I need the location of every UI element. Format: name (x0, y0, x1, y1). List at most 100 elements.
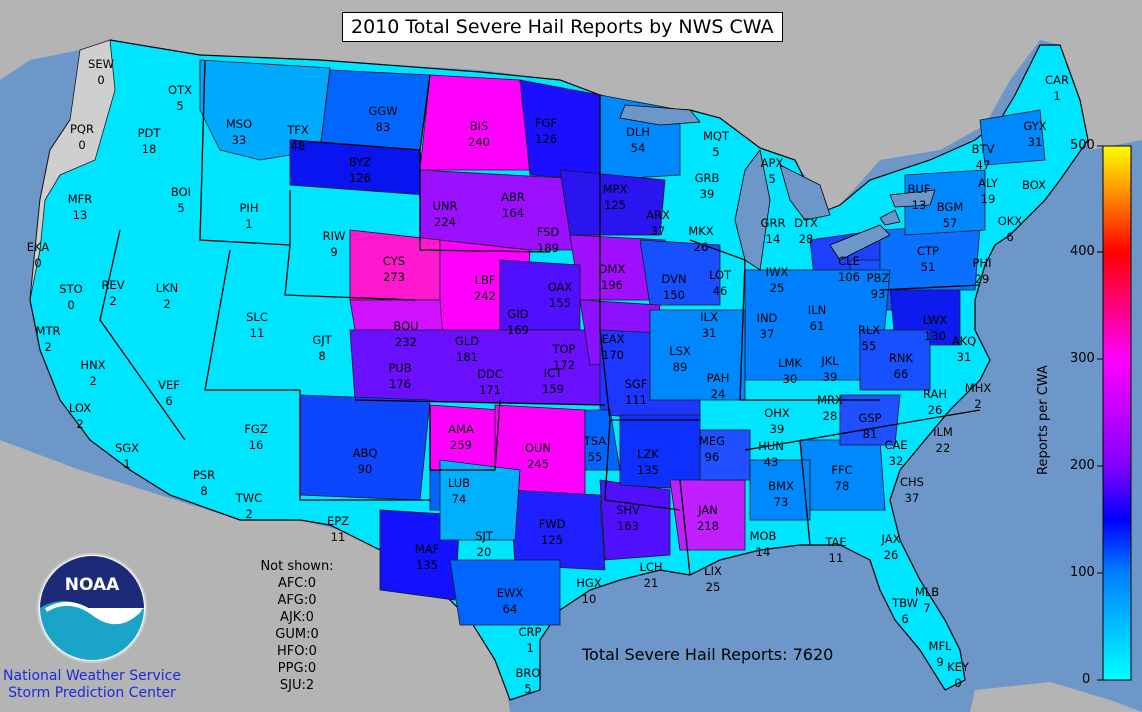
colorbar-tick: 300 (1070, 351, 1095, 366)
not-shown-item: AFC:0 (277, 576, 317, 591)
cwa-code-mpx: MPX (603, 182, 628, 196)
cwa-code-lzk: LZK (637, 447, 659, 461)
cwa-code-okx: OKX (998, 214, 1023, 228)
cwa-code-pih: PIH (240, 201, 259, 215)
nws-name: National Weather Service (3, 668, 181, 684)
cwa-code-lbf: LBF (475, 273, 496, 287)
cwa-code-cle: CLE (838, 254, 860, 268)
not-shown-list: Not shown: AFC:0 AFG:0 AJK:0 GUM:0 HFO:0… (256, 558, 338, 694)
cwa-value-ohx: 39 (770, 422, 785, 436)
cwa-value-hnx: 2 (89, 374, 96, 388)
cwa-value-okx: 6 (1006, 230, 1013, 244)
cwa-value-iwx: 25 (770, 281, 785, 295)
cwa-value-jan: 218 (697, 519, 719, 533)
cwa-value-pih: 1 (245, 217, 252, 231)
cwa-value-rnk: 66 (894, 367, 909, 381)
cwa-code-psr: PSR (193, 468, 215, 482)
cwa-code-bis: BIS (470, 119, 489, 133)
cwa-code-cae: CAE (884, 438, 907, 452)
cwa-value-mlb: 7 (923, 601, 930, 615)
cwa-code-ffc: FFC (831, 463, 852, 477)
canada-land (0, 0, 1142, 215)
cwa-code-dtx: DTX (794, 216, 818, 230)
cwa-value-iln: 61 (810, 319, 825, 333)
cwa-code-tbw: TBW (891, 596, 918, 610)
cwa-value-mqt: 5 (712, 145, 719, 159)
cwa-code-shv: SHV (616, 503, 640, 517)
noaa-logo-text: NOAA (65, 575, 120, 595)
map-title: 2010 Total Severe Hail Reports by NWS CW… (342, 12, 783, 42)
cwa-code-car: CAR (1045, 73, 1069, 87)
cwa-code-rah: RAH (923, 387, 947, 401)
not-shown-heading: Not shown: (260, 559, 334, 574)
cwa-value-hgx: 10 (582, 592, 597, 606)
cwa-code-btv: BTV (972, 142, 995, 156)
cwa-code-hgx: HGX (576, 576, 602, 590)
cwa-value-ctp: 51 (921, 260, 936, 274)
cwa-code-abq: ABQ (353, 446, 378, 460)
cwa-code-pah: PAH (707, 371, 730, 385)
cwa-value-mhx: 2 (974, 397, 981, 411)
cwa-value-grr: 14 (766, 232, 781, 246)
cwa-code-hnx: HNX (80, 358, 105, 372)
cwa-value-sto: 0 (67, 298, 74, 312)
not-shown-item: PPG:0 (277, 661, 317, 676)
cwa-code-ddc: DDC (477, 367, 503, 381)
cwa-code-mqt: MQT (703, 129, 730, 143)
colorbar-label: Reports per CWA (1036, 365, 1051, 475)
cwa-code-tfx: TFX (286, 123, 309, 137)
cwa-value-lmk: 30 (783, 372, 798, 386)
no-report-west-coast (29, 39, 116, 301)
cwa-value-mfl: 9 (936, 655, 943, 669)
cwa-value-lbf: 242 (474, 289, 496, 303)
cwa-value-cys: 273 (383, 270, 405, 284)
cwa-value-jkl: 39 (823, 370, 838, 384)
cwa-value-slc: 11 (250, 326, 265, 340)
cwa-code-gsp: GSP (858, 411, 881, 425)
cwa-code-boi: BOI (171, 185, 191, 199)
cwa-value-arx: 37 (651, 224, 666, 238)
cwa-value-mob: 14 (756, 545, 771, 559)
cwa-value-mkx: 26 (694, 240, 709, 254)
not-shown-item: AFG:0 (277, 593, 317, 608)
cwa-code-mrx: MRX (817, 393, 843, 407)
cwa-code-ama: AMA (448, 422, 474, 436)
cwa-code-sjt: SJT (475, 529, 494, 543)
cwa-value-gsp: 81 (863, 427, 878, 441)
total-reports: Total Severe Hail Reports: 7620 (582, 645, 834, 664)
cwa-value-lzk: 135 (637, 463, 659, 477)
cwa-code-mfr: MFR (68, 192, 93, 206)
cwa-value-lch: 21 (644, 576, 659, 590)
cwa-code-lch: LCH (639, 560, 662, 574)
cwa-code-jan: JAN (697, 503, 718, 517)
cwa-value-unr: 224 (434, 215, 456, 229)
cwa-value-btv: 47 (976, 158, 991, 172)
cwa-code-ctp: CTP (917, 244, 939, 258)
cwa-code-bou: BOU (393, 319, 418, 333)
cwa-value-sew: 0 (97, 73, 104, 87)
cwa-value-rev: 2 (109, 294, 116, 308)
cwa-value-phi: 29 (975, 272, 990, 286)
cwa-code-rnk: RNK (889, 351, 914, 365)
cwa-code-jkl: JKL (820, 354, 839, 368)
cwa-value-pdt: 18 (142, 142, 157, 156)
cwa-value-psr: 8 (200, 484, 207, 498)
not-shown-item: SJU:2 (279, 678, 315, 693)
cwa-code-dvn: DVN (661, 272, 686, 286)
cwa-value-lkn: 2 (163, 297, 170, 311)
cwa-code-oun: OUN (525, 441, 551, 455)
cwa-value-ddc: 171 (479, 383, 501, 397)
cwa-code-lot: LOT (709, 268, 732, 282)
cwa-code-aly: ALY (978, 176, 999, 190)
cwa-code-lkn: LKN (156, 281, 179, 295)
cwa-code-gjt: GJT (312, 333, 332, 347)
cwa-value-pah: 24 (711, 387, 726, 401)
cwa-code-pqr: PQR (70, 122, 94, 136)
cwa-code-cys: CYS (383, 254, 405, 268)
cwa-value-ama: 259 (450, 438, 472, 452)
cwa-code-tae: TAE (824, 535, 846, 549)
cwa-code-fwd: FWD (539, 517, 566, 531)
cwa-code-mso: MSO (226, 117, 252, 131)
cwa-code-sew: SEW (88, 57, 114, 71)
